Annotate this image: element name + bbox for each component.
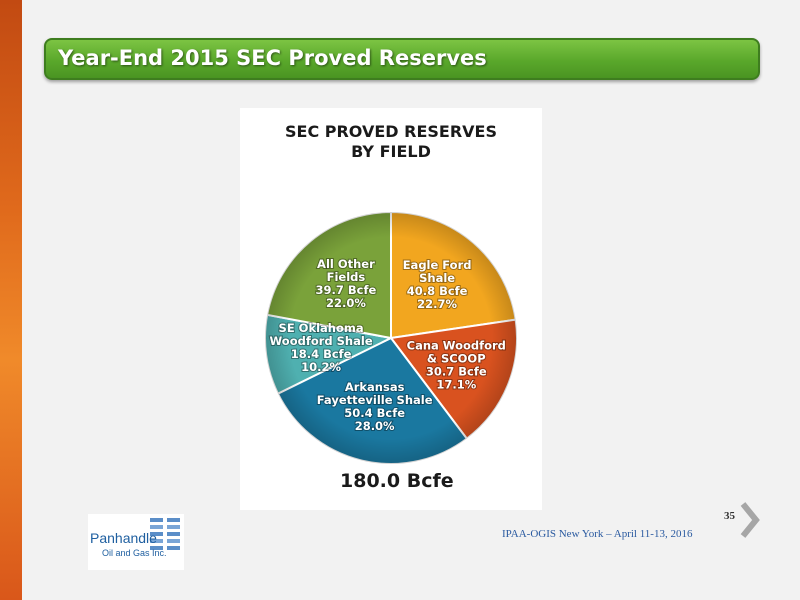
pie-slice-label-3: SE Oklahoma Woodford Shale 18.4 Bcfe 10.2%	[270, 321, 373, 374]
pie-chart: Eagle Ford Shale 40.8 Bcfe 22.7% Cana Woodfo…	[264, 210, 518, 465]
logo-mark-icon	[150, 516, 180, 554]
logo-name: Panhandle	[90, 530, 157, 546]
slide-title-bar: Year-End 2015 SEC Proved Reserves	[44, 38, 760, 80]
chart-panel: SEC PROVED RESERVES BY FIELD Eagle Ford S…	[240, 108, 542, 510]
chart-total-label: 180.0 Bcfe	[340, 470, 454, 492]
chart-title-line-1: SEC PROVED RESERVES	[284, 122, 497, 141]
next-slide-chevron-icon[interactable]	[738, 500, 762, 540]
footer-event-text: IPAA-OGIS New York – April 11-13, 2016	[502, 528, 693, 540]
pie-slice-label-1: Cana Woodford & SCOOP 30.7 Bcfe 17.1%	[407, 338, 506, 391]
pie-slice-label-2: Arkansas Fayetteville Shale 50.4 Bcfe 28.0%	[317, 380, 433, 433]
slide-title: Year-End 2015 SEC Proved Reserves	[58, 46, 487, 70]
page-number: 35	[724, 510, 735, 522]
logo-subtitle: Oil and Gas Inc.	[102, 548, 167, 558]
side-accent-band	[0, 0, 22, 600]
pie-slice-label-4: All Other Fields 39.7 Bcfe 22.0%	[316, 257, 377, 310]
pie-slice-label-0: Eagle Ford Shale 40.8 Bcfe 22.7%	[403, 258, 472, 311]
company-logo: Panhandle Oil and Gas Inc.	[88, 514, 184, 570]
chart-title-line-2: BY FIELD	[351, 142, 431, 161]
